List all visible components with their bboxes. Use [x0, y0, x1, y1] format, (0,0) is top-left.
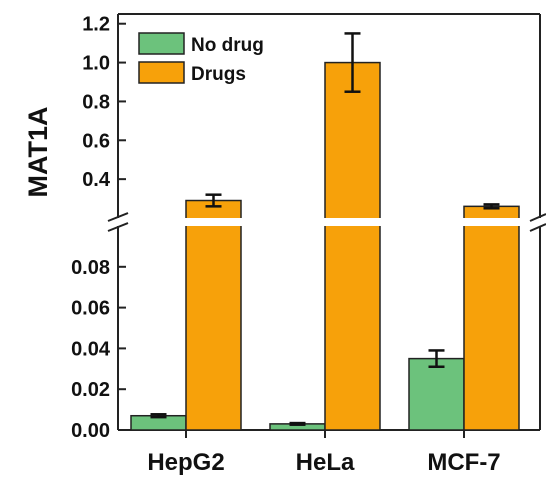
bar-drugs-hela [324, 61, 381, 431]
legend-swatch-drugs [138, 61, 185, 84]
y-tick-label: 0.08 [71, 257, 110, 279]
axis-break-mark-left-2 [107, 222, 129, 232]
error-bar-drugs-mcf-7 [483, 203, 500, 210]
y-tick-label: 0.00 [71, 420, 110, 442]
y-tick-label: 0.06 [71, 298, 110, 320]
bars-layer [130, 61, 520, 431]
y-tick-label: 0.04 [71, 338, 111, 360]
axis-break-mark-left-1 [107, 212, 129, 222]
y-tick-label: 0.6 [82, 130, 110, 152]
x-labels-layer: HepG2 HeLa MCF-7 [147, 430, 501, 476]
legend: No drug Drugs [138, 32, 264, 85]
error-bars-layer [150, 32, 500, 426]
error-bar-no-drug-mcf-7 [428, 349, 445, 369]
y-tick-label: 1.2 [82, 14, 110, 36]
y-tick-label: 0.8 [82, 91, 110, 113]
x-tick-label-hepg2: HepG2 [147, 449, 224, 476]
x-tick-label-mcf-7: MCF-7 [427, 449, 500, 476]
axis-break-mark-right-2 [529, 223, 546, 232]
error-bar-drugs-hepg2 [205, 193, 222, 208]
y-tick-label: 0.4 [82, 169, 111, 191]
legend-label-no-drug: No drug [191, 35, 264, 56]
error-bar-no-drug-hela [289, 421, 306, 426]
y-tick-label: 0.02 [71, 379, 110, 401]
axis-break-mark-right-1 [529, 213, 546, 222]
bar-drugs-hepg2 [185, 199, 242, 431]
error-bar-no-drug-hepg2 [150, 413, 167, 419]
error-bar-drugs-hela [344, 32, 361, 93]
bar-no-drug-mcf-7 [408, 357, 465, 431]
y-axis-label: MAT1A [23, 107, 53, 198]
legend-swatch-no-drug [138, 32, 185, 55]
legend-label-drugs: Drugs [191, 64, 246, 85]
axis-break-gap [100, 212, 546, 232]
x-tick-label-hela: HeLa [296, 449, 355, 476]
bar-drugs-mcf-7 [463, 205, 520, 431]
y-tick-label: 1.0 [82, 53, 110, 75]
y-ticks-layer: 0.00 0.02 0.04 0.06 0.08 0.4 0.6 0.8 1.0 1.2 [71, 14, 126, 442]
axis-break-band [100, 218, 546, 226]
